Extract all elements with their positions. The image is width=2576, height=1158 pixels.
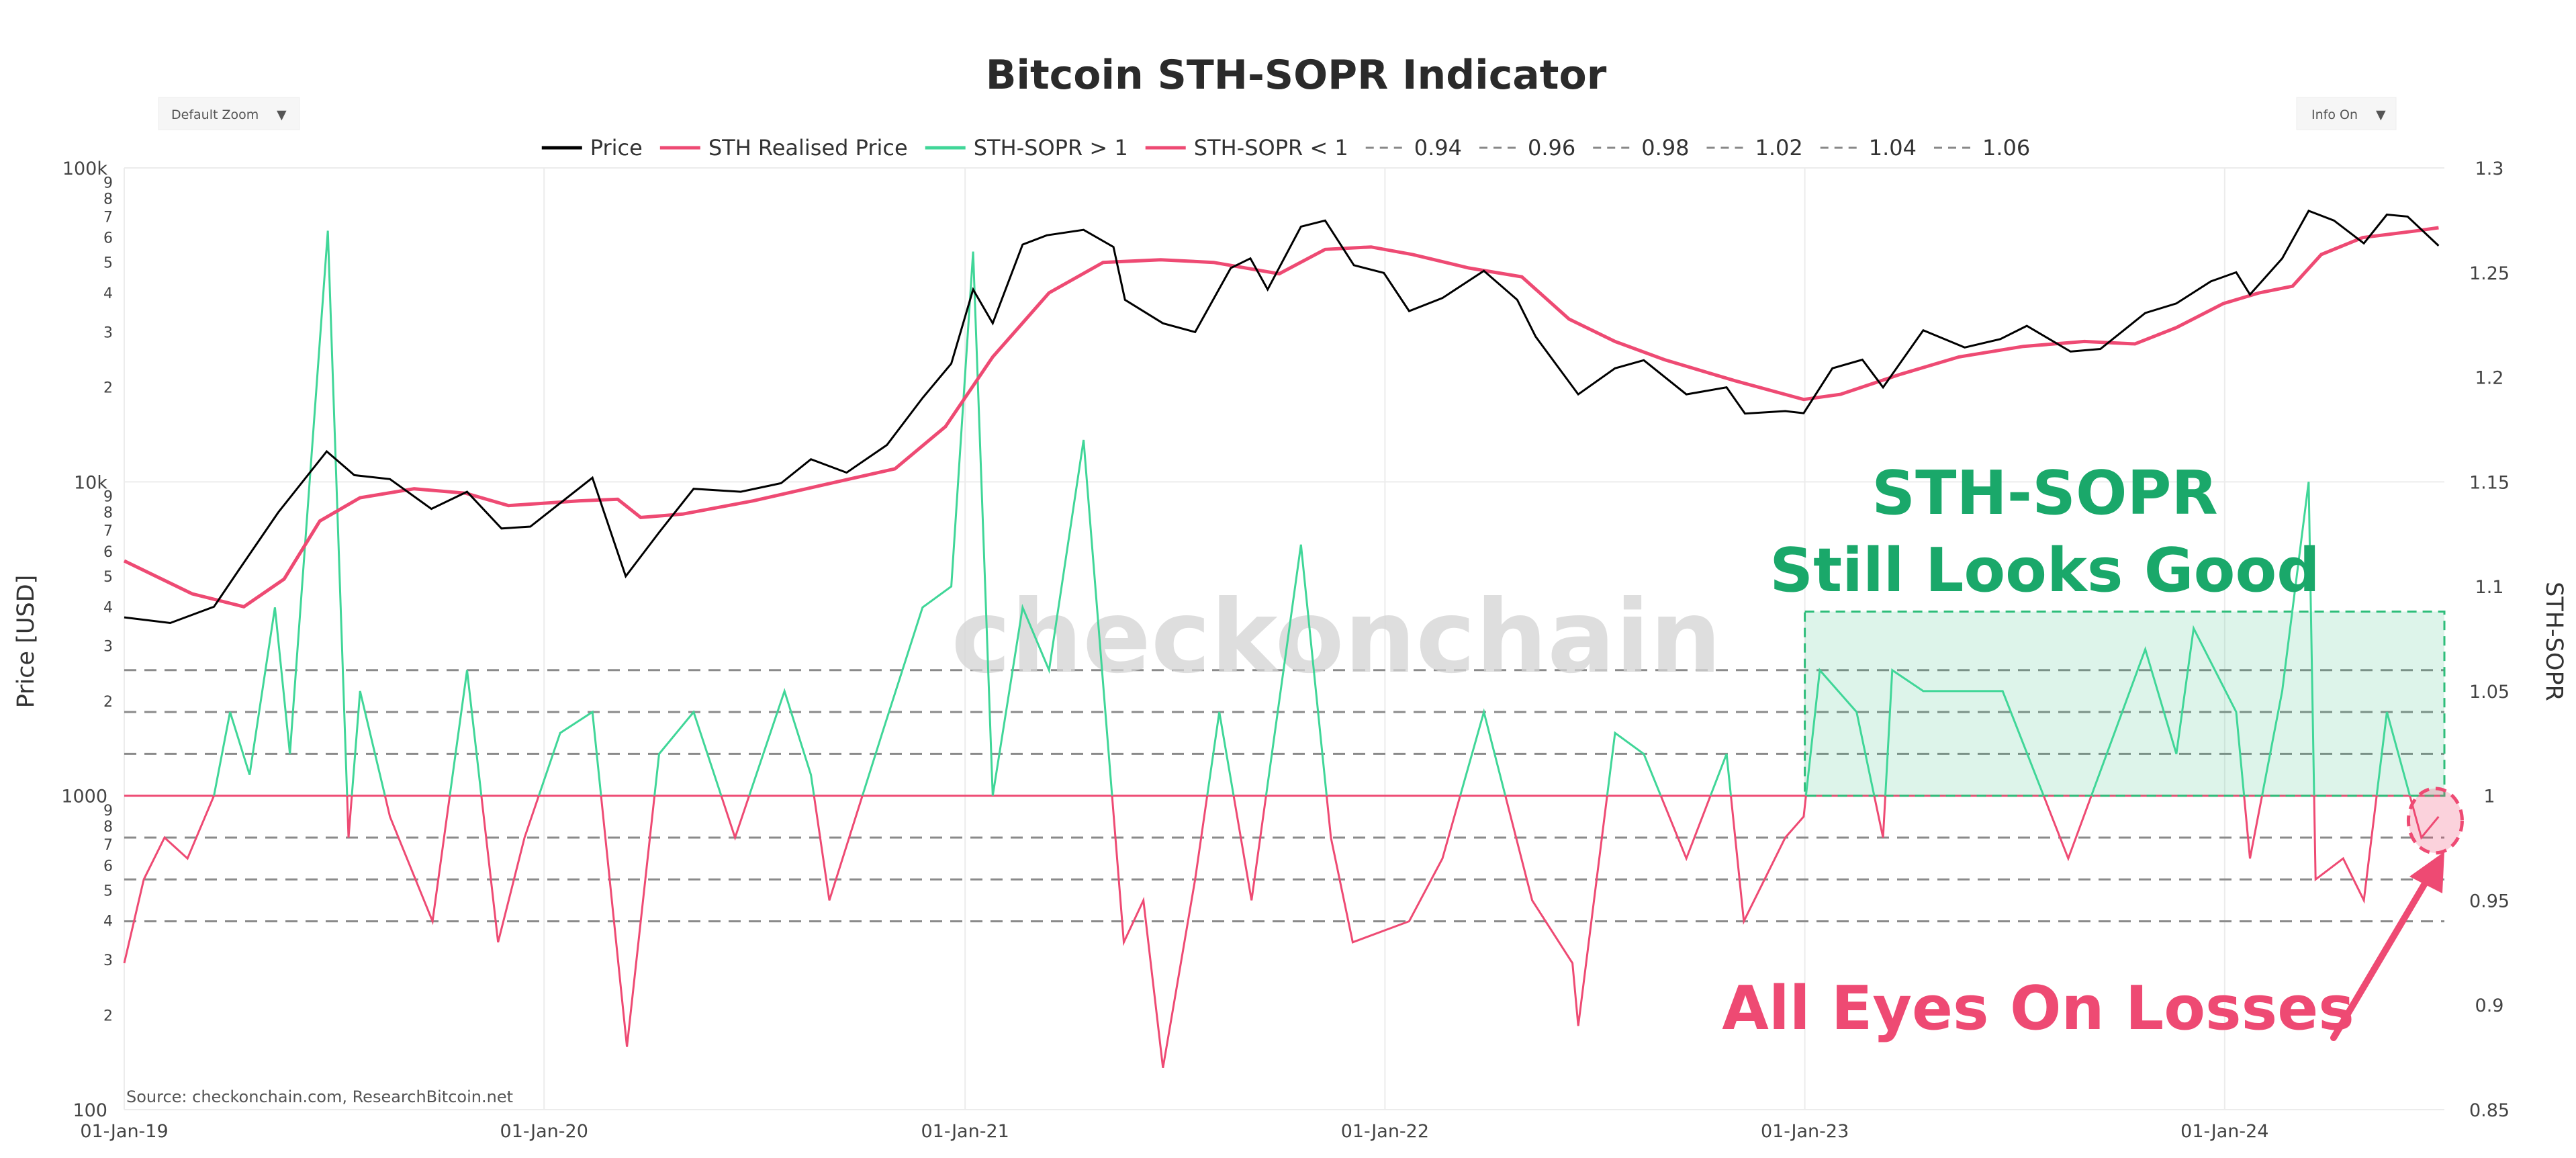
annotation-sth-sopr: STH-SOPR [1872, 458, 2217, 529]
chevron-down-icon[interactable]: ▼ [277, 107, 287, 122]
left-minor-tick-label: 3 [103, 952, 113, 969]
left-major-tick-label: 100 [73, 1100, 107, 1121]
series-layer [123, 210, 2464, 1068]
left-minor-tick-label: 2 [103, 1008, 113, 1024]
zoom-dropdown-label[interactable]: Default Zoom [171, 107, 259, 122]
annotations: STH-SOPR Still Looks Good All Eyes On Lo… [1722, 458, 2444, 1044]
right-tick-label: 1.2 [2475, 368, 2504, 389]
annotation-arrow-head [2409, 852, 2444, 893]
legend-item-label: STH-SOPR < 1 [1194, 135, 1348, 161]
legend-item-label: Price [590, 135, 643, 161]
legend: Price STH Realised Price STH-SOPR > 1 STH-S… [541, 135, 2030, 161]
x-tick-label: 01-Jan-24 [2180, 1121, 2268, 1142]
legend-item-label: STH-SOPR > 1 [974, 135, 1128, 161]
right-tick-label: 0.95 [2469, 891, 2510, 911]
info-dropdown-box[interactable] [2296, 97, 2397, 130]
x-tick-label: 01-Jan-22 [1341, 1121, 1429, 1142]
grid [124, 167, 2444, 1110]
left-minor-tick-label: 6 [103, 230, 113, 247]
left-minor-tick-label: 7 [103, 523, 113, 540]
x-tick-label: 01-Jan-23 [1761, 1121, 1849, 1142]
x-tick-label: 01-Jan-21 [921, 1121, 1009, 1142]
left-minor-tick-label: 5 [103, 883, 113, 899]
left-minor-tick-label: 8 [103, 191, 113, 208]
chart-title: Bitcoin STH-SOPR Indicator [986, 52, 1607, 99]
x-tick-label: 01-Jan-20 [500, 1121, 588, 1142]
left-minor-tick-label: 2 [103, 694, 113, 711]
left-axis-title: Price [USD] [13, 575, 40, 709]
left-minor-tick-label: 8 [103, 505, 113, 522]
right-tick-label: 1 [2483, 787, 2495, 807]
info-dropdown[interactable]: Info On ▼ [2296, 97, 2397, 130]
info-dropdown-label[interactable]: Info On [2311, 107, 2358, 122]
annotation-all-eyes-on-losses: All Eyes On Losses [1722, 973, 2354, 1044]
zoom-dropdown-box[interactable] [158, 97, 300, 130]
left-minor-tick-label: 9 [103, 175, 113, 191]
left-minor-tick-label: 3 [103, 639, 113, 656]
legend-item-label: 1.02 [1755, 135, 1802, 161]
left-minor-tick-label: 8 [103, 819, 113, 836]
right-tick-label: 0.85 [2469, 1100, 2510, 1121]
left-minor-tick-label: 5 [103, 569, 113, 586]
axes: 01-Jan-19 01-Jan-20 01-Jan-21 01-Jan-22 01-J… [13, 159, 2567, 1142]
sth-sopr-above-1-line [212, 230, 2411, 796]
legend-item-label: 1.04 [1869, 135, 1917, 161]
left-major-tick-label: 100k [62, 159, 108, 179]
legend-item-label: STH Realised Price [708, 135, 908, 161]
chevron-down-icon[interactable]: ▼ [2376, 107, 2386, 122]
watermark-text: checkonchain [951, 579, 1721, 696]
left-minor-tick-label: 4 [103, 599, 113, 616]
right-tick-label: 0.9 [2475, 995, 2504, 1016]
right-tick-label: 1.1 [2475, 577, 2504, 598]
zoom-dropdown[interactable]: Default Zoom ▼ [158, 97, 300, 130]
left-minor-tick-label: 2 [103, 380, 113, 397]
price-line [124, 210, 2440, 625]
left-minor-tick-label: 4 [103, 285, 113, 302]
highlight-circle [2406, 787, 2464, 855]
left-major-tick-label: 1000 [61, 787, 107, 807]
right-tick-label: 1.25 [2469, 263, 2510, 284]
annotation-arrow-shaft [2330, 870, 2434, 1041]
right-tick-label: 1.05 [2469, 682, 2510, 703]
left-minor-tick-label: 5 [103, 255, 113, 272]
left-minor-tick-label: 6 [103, 858, 113, 875]
right-tick-label: 1.3 [2475, 159, 2504, 179]
legend-item-label: 0.98 [1641, 135, 1689, 161]
legend-item-label: 1.06 [1982, 135, 2030, 161]
annotation-still-looks-good: Still Looks Good [1769, 535, 2319, 606]
left-major-tick-label: 10k [74, 472, 107, 493]
left-minor-tick-label: 7 [103, 209, 113, 226]
legend-item-label: 0.94 [1414, 135, 1462, 161]
left-minor-tick-label: 3 [103, 324, 113, 341]
legend-item-label: 0.96 [1528, 135, 1575, 161]
left-minor-tick-label: 9 [103, 489, 113, 506]
left-minor-tick-label: 9 [103, 803, 113, 819]
x-tick-label: 01-Jan-19 [80, 1121, 168, 1142]
left-minor-tick-label: 4 [103, 914, 113, 930]
sth-realised-price-line [123, 226, 2439, 609]
source-note: Source: checkonchain.com, ResearchBitcoi… [126, 1087, 513, 1106]
left-minor-tick-label: 7 [103, 837, 113, 854]
right-tick-label: 1.15 [2469, 472, 2510, 493]
right-axis-title: STH-SOPR [2540, 582, 2567, 701]
left-minor-tick-label: 6 [103, 544, 113, 561]
sth-sopr-below-1-line [123, 795, 2440, 1068]
watermark: checkonchain [951, 579, 1721, 696]
